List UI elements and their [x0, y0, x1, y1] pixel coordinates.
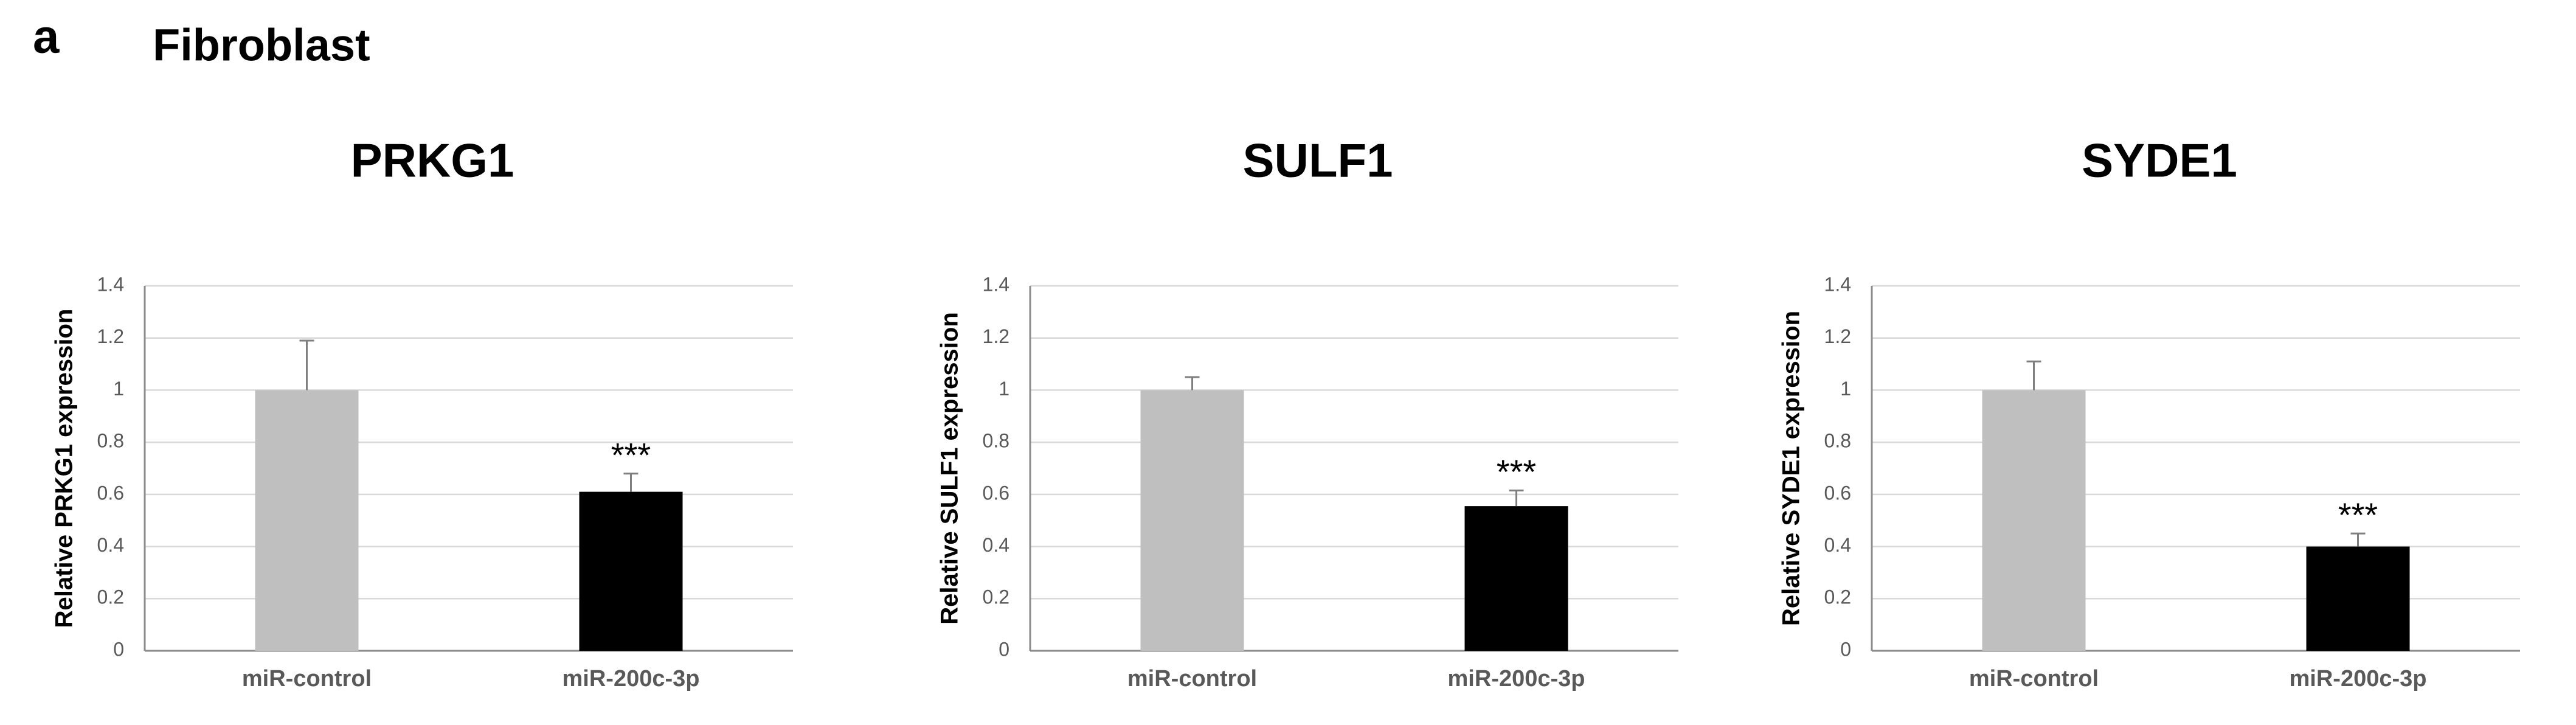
- y-tick-label: 0: [1840, 638, 1851, 660]
- y-axis-label: Relative SULF1 expression: [937, 312, 963, 625]
- y-tick-label: 1.4: [97, 273, 124, 295]
- y-tick-label: 0.4: [983, 534, 1009, 556]
- x-tick-label: miR-control: [242, 666, 372, 692]
- x-tick-label: miR-200c-3p: [563, 666, 700, 692]
- bar: [1140, 390, 1244, 651]
- y-tick-label: 1.2: [97, 325, 124, 347]
- y-tick-label: 0.8: [983, 430, 1009, 452]
- bar: [1982, 390, 2086, 651]
- y-tick-label: 0.8: [97, 430, 124, 452]
- figure-title: Fibroblast: [153, 20, 370, 71]
- bar: [2306, 546, 2410, 651]
- x-tick-label: miR-200c-3p: [1448, 666, 1585, 692]
- y-tick-label: 0.4: [97, 534, 124, 556]
- panel-label: a: [33, 10, 60, 63]
- bar: [579, 491, 683, 651]
- y-tick-label: 0: [999, 638, 1009, 660]
- significance: ***: [1497, 453, 1536, 491]
- y-tick-label: 0.4: [1824, 534, 1851, 556]
- y-tick-label: 0.2: [983, 586, 1009, 608]
- y-tick-label: 0.8: [1824, 430, 1851, 452]
- error-bar: [1509, 489, 1524, 507]
- chart-title: PRKG1: [351, 134, 514, 187]
- y-tick-label: 1.4: [1824, 273, 1851, 295]
- significance: ***: [2338, 496, 2378, 534]
- error-bar: [2026, 360, 2041, 390]
- error-bar: [2350, 532, 2366, 547]
- y-tick-label: 1: [999, 378, 1009, 400]
- x-tick-label: miR-control: [1127, 666, 1257, 692]
- chart-title: SULF1: [1242, 134, 1393, 187]
- y-tick-label: 0.6: [983, 482, 1009, 504]
- significance: ***: [611, 435, 651, 474]
- bar: [1464, 506, 1568, 651]
- y-tick-label: 1.2: [983, 325, 1009, 347]
- chart-title: SYDE1: [2082, 134, 2237, 187]
- y-tick-label: 0.2: [97, 586, 124, 608]
- y-axis-label: Relative PRKG1 expression: [51, 309, 78, 628]
- error-bar: [299, 339, 314, 390]
- y-tick-label: 1.2: [1824, 325, 1851, 347]
- error-bar: [1185, 376, 1200, 390]
- bar: [255, 390, 359, 651]
- y-tick-label: 0: [113, 638, 124, 660]
- x-tick-label: miR-control: [1969, 666, 2099, 692]
- y-tick-label: 0.2: [1824, 586, 1851, 608]
- y-tick-label: 1: [1840, 378, 1851, 400]
- error-bar: [623, 473, 639, 492]
- y-axis-label: Relative SYDE1 expression: [1778, 311, 1805, 626]
- y-tick-label: 0.6: [97, 482, 124, 504]
- x-tick-label: miR-200c-3p: [2290, 666, 2427, 692]
- y-tick-label: 0.6: [1824, 482, 1851, 504]
- y-tick-label: 1: [113, 378, 124, 400]
- y-tick-label: 1.4: [983, 273, 1009, 295]
